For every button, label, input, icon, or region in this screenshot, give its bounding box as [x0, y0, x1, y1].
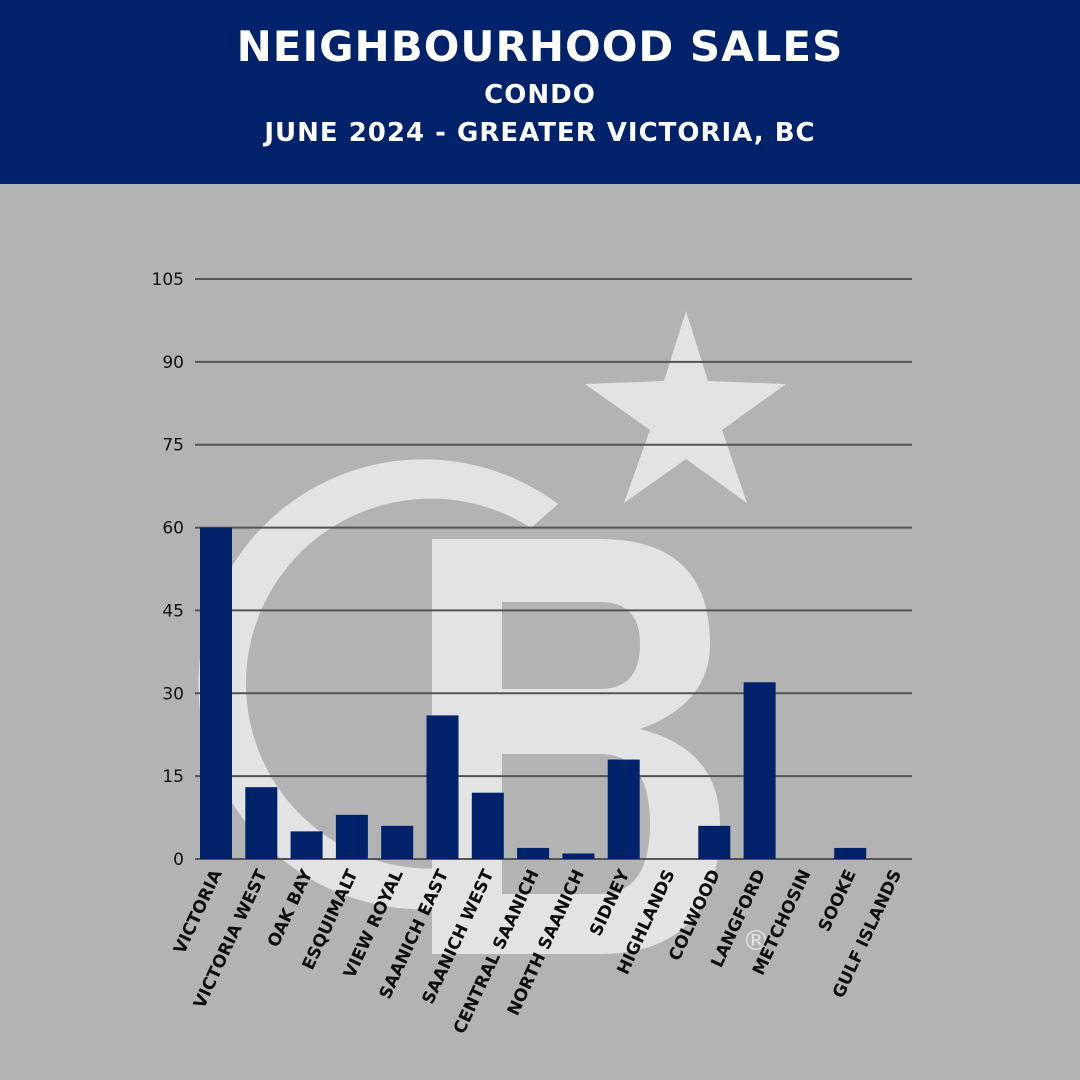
y-tick-label: 15 [162, 767, 184, 787]
bar-victoria-west [245, 787, 278, 859]
registered-mark: ® [742, 924, 770, 957]
y-tick-label: 60 [162, 519, 184, 539]
chart-subtitle: CONDO [484, 80, 596, 110]
bar-central-saanich [517, 847, 550, 859]
bar-esquimalt [335, 814, 368, 859]
bar-sooke [834, 847, 867, 859]
bars [200, 527, 867, 859]
header-banner: NEIGHBOURHOOD SALES CONDO JUNE 2024 - GR… [0, 0, 1080, 184]
coldwell-banker-logo-icon: ® [198, 311, 786, 957]
bar-saanich-west [471, 792, 504, 859]
bar-view-royal [381, 825, 414, 859]
y-tick-label: 0 [173, 850, 184, 870]
bar-oak-bay [290, 831, 323, 859]
bar-north-saanich [562, 853, 595, 859]
y-tick-label: 90 [162, 353, 184, 373]
y-tick-label: 75 [162, 436, 184, 456]
x-category-label: SOOKE [815, 867, 861, 935]
chart-area: ® 0 15 30 45 60 75 90 105 VICTORIA VICTORIA WEST… [0, 184, 1080, 1080]
logo-star-icon [585, 311, 786, 503]
chart-title: NEIGHBOURHOOD SALES [236, 22, 844, 71]
bar-colwood [698, 825, 731, 859]
bar-sidney [607, 759, 640, 859]
y-axis-ticks: 0 15 30 45 60 75 90 105 [152, 270, 184, 870]
x-category-label: OAK BAY [264, 866, 318, 950]
y-tick-label: 105 [152, 270, 184, 290]
bar-victoria [200, 527, 232, 859]
bar-saanich-east [426, 715, 459, 859]
y-tick-label: 30 [162, 684, 184, 704]
bar-langford [743, 682, 776, 859]
logo-letter-c [198, 459, 558, 910]
chart-date-region: JUNE 2024 - GREATER VICTORIA, BC [264, 118, 816, 148]
y-tick-label: 45 [162, 601, 184, 621]
logo-letter-b [432, 539, 720, 954]
